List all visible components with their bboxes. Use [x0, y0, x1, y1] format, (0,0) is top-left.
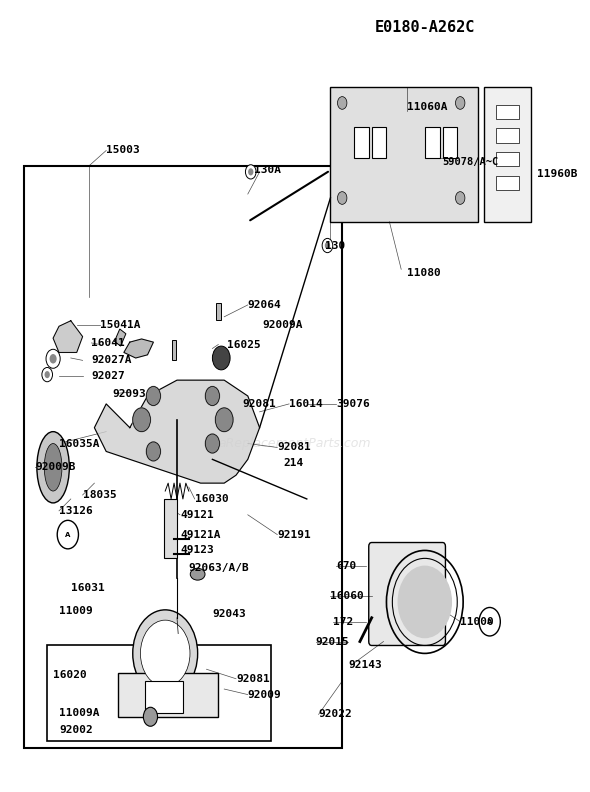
Circle shape — [215, 408, 233, 432]
Bar — [145, 681, 183, 713]
Text: 92081: 92081 — [236, 674, 270, 683]
Ellipse shape — [44, 444, 62, 491]
Polygon shape — [124, 339, 153, 358]
FancyBboxPatch shape — [369, 543, 445, 645]
Text: 92081: 92081 — [242, 399, 276, 409]
Bar — [24, 166, 342, 748]
Bar — [496, 128, 519, 143]
Text: 49121: 49121 — [180, 510, 214, 520]
Text: 16031: 16031 — [71, 584, 104, 593]
Text: 92043: 92043 — [212, 609, 246, 619]
Circle shape — [42, 367, 53, 382]
Bar — [114, 329, 126, 346]
Text: 15003: 15003 — [106, 146, 140, 155]
Text: 92064: 92064 — [248, 300, 281, 310]
Text: E0180-A262C: E0180-A262C — [375, 21, 475, 35]
Text: 59078/A~C: 59078/A~C — [442, 158, 499, 167]
Text: 15041A: 15041A — [100, 320, 141, 329]
Text: 92009B: 92009B — [35, 463, 76, 472]
Text: 11009A: 11009A — [59, 708, 100, 718]
Bar — [118, 673, 218, 717]
Text: A: A — [487, 619, 493, 625]
Text: 11009: 11009 — [59, 607, 93, 616]
Bar — [496, 152, 519, 166]
Polygon shape — [53, 321, 83, 352]
Text: 16025: 16025 — [227, 340, 261, 349]
Bar — [354, 127, 369, 158]
Circle shape — [45, 371, 50, 379]
Circle shape — [337, 97, 347, 109]
Text: 18035: 18035 — [83, 490, 116, 500]
Circle shape — [455, 97, 465, 109]
Circle shape — [455, 192, 465, 204]
Bar — [372, 127, 386, 158]
Text: 16060: 16060 — [330, 591, 364, 600]
Bar — [47, 645, 271, 741]
Circle shape — [245, 165, 256, 179]
Circle shape — [146, 442, 160, 461]
Circle shape — [133, 408, 150, 432]
Polygon shape — [94, 380, 260, 483]
Text: 130: 130 — [324, 241, 345, 250]
Circle shape — [205, 386, 219, 406]
Circle shape — [143, 707, 158, 726]
Bar — [484, 87, 531, 222]
Text: 11080: 11080 — [407, 268, 441, 278]
Circle shape — [325, 242, 330, 249]
Text: 214: 214 — [283, 459, 303, 468]
Text: 92022: 92022 — [319, 710, 352, 719]
Bar — [330, 87, 478, 222]
Text: 39076: 39076 — [336, 399, 370, 409]
Text: 92027: 92027 — [91, 371, 125, 381]
Text: A: A — [65, 531, 71, 538]
Bar — [164, 499, 177, 558]
Circle shape — [146, 386, 160, 406]
Text: 92063/A/B: 92063/A/B — [189, 563, 250, 573]
Text: 16035A: 16035A — [59, 439, 100, 448]
Text: 92002: 92002 — [59, 725, 93, 735]
Text: 92027A: 92027A — [91, 356, 132, 365]
Text: aReplacementParts.com: aReplacementParts.com — [219, 437, 371, 450]
Text: 130A: 130A — [254, 166, 281, 175]
Circle shape — [322, 238, 333, 253]
FancyArrowPatch shape — [250, 172, 328, 220]
Text: 49121A: 49121A — [180, 530, 221, 539]
Bar — [425, 127, 440, 158]
Bar — [496, 176, 519, 190]
Ellipse shape — [190, 569, 205, 580]
Text: 92009: 92009 — [248, 690, 281, 699]
Text: 16014: 16014 — [289, 399, 323, 409]
Bar — [172, 340, 176, 360]
Circle shape — [248, 169, 254, 175]
Circle shape — [398, 566, 451, 638]
Text: 92009A: 92009A — [263, 320, 303, 329]
Text: 49123: 49123 — [180, 546, 214, 555]
Circle shape — [205, 434, 219, 453]
Circle shape — [50, 354, 57, 364]
Text: 13126: 13126 — [59, 506, 93, 516]
Circle shape — [46, 349, 60, 368]
Text: 92015: 92015 — [316, 637, 349, 646]
Bar — [216, 303, 221, 320]
Text: 92081: 92081 — [277, 443, 311, 452]
Circle shape — [133, 610, 198, 697]
Text: 16030: 16030 — [195, 494, 228, 504]
Bar — [442, 127, 457, 158]
Circle shape — [337, 192, 347, 204]
Text: 92191: 92191 — [277, 530, 311, 539]
Text: 11060A: 11060A — [407, 102, 448, 112]
Bar — [496, 105, 519, 119]
Text: 172: 172 — [333, 617, 353, 626]
Text: 92143: 92143 — [348, 661, 382, 670]
Text: 670: 670 — [336, 562, 356, 571]
Text: 11000: 11000 — [460, 617, 494, 626]
Text: 92093: 92093 — [112, 389, 146, 398]
Ellipse shape — [37, 432, 70, 503]
Text: 16020: 16020 — [53, 670, 87, 680]
Circle shape — [140, 620, 190, 687]
Text: 16041: 16041 — [91, 338, 125, 348]
Text: 11960B: 11960B — [537, 169, 578, 179]
Circle shape — [212, 346, 230, 370]
